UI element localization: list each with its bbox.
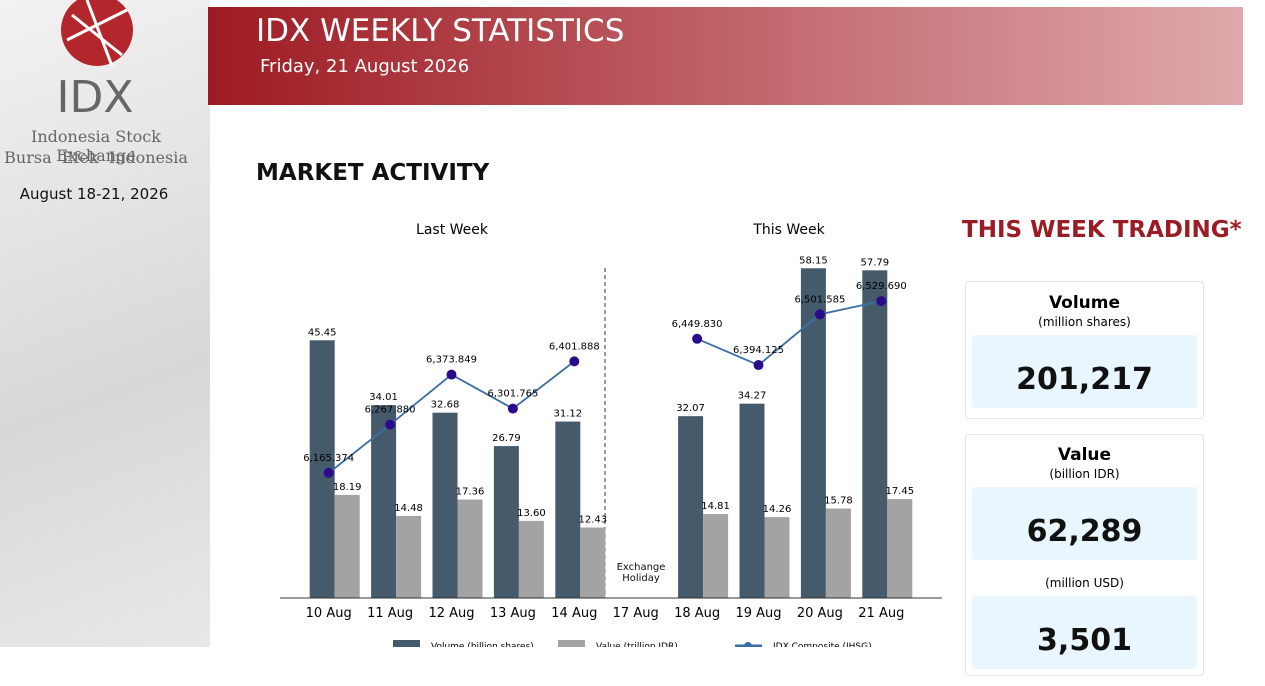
legend-label: Value (trillion IDR) [596, 642, 678, 647]
bar [887, 499, 913, 598]
section-title: MARKET ACTIVITY [256, 160, 490, 186]
date: Friday, 21 August 2026 [260, 56, 470, 77]
bar-label: 14.81 [701, 501, 730, 512]
bar [703, 514, 729, 598]
bar [800, 268, 826, 598]
bar [764, 517, 790, 598]
exchange-local-name: Bursa Efek Indonesia [4, 148, 188, 167]
header: IDX WEEKLY STATISTICS Friday, 21 August … [208, 7, 1243, 105]
card-label: Value [1057, 445, 1112, 465]
bar-label: 17.45 [885, 486, 914, 497]
composite-label: 6,267.880 [365, 405, 416, 416]
bar-label: 34.01 [369, 392, 398, 403]
bar-label: 32.07 [676, 403, 705, 414]
card-value: 3,501 [972, 596, 1197, 669]
holiday-note: Exchange Holiday [616, 562, 666, 584]
composite-point [385, 419, 396, 430]
card-label: Volume [1048, 293, 1121, 313]
bar [518, 520, 544, 598]
composite-label: 6,401.888 [549, 341, 600, 352]
bar [371, 405, 397, 598]
bar-label: 14.48 [394, 503, 423, 514]
card-value: 201,217 [972, 335, 1197, 408]
card-unit: (billion IDR) [1049, 467, 1120, 481]
bar [825, 508, 851, 598]
bar [862, 270, 888, 598]
composite-point [692, 333, 703, 344]
composite-label: 6,449.830 [672, 319, 723, 330]
composite-label: 6,301.765 [487, 389, 538, 400]
logo-mark [61, 0, 133, 67]
legend-swatch [558, 640, 585, 647]
composite-label: 6,501.585 [794, 294, 845, 305]
bar-label: 58.15 [799, 255, 828, 266]
composite-point [876, 296, 887, 307]
bar-label: 32.68 [431, 400, 460, 411]
legend-label: IDX Composite (IHSG) [773, 642, 872, 647]
bar [739, 403, 765, 598]
bar-label: 57.79 [860, 257, 889, 268]
bar [678, 416, 704, 598]
composite-line [696, 300, 882, 367]
bar [457, 499, 483, 598]
bar [396, 515, 422, 598]
x-tick-label: 21 Aug [858, 606, 904, 621]
chart: Last Week This Week 45.45 34.01 32.68 26.79 31… [280, 222, 942, 647]
composite-point [446, 369, 457, 380]
legend-label: Volume (billion shares) [431, 642, 534, 647]
bar-label: 45.45 [308, 327, 337, 338]
composite-point [507, 403, 518, 414]
bar-label: 17.36 [456, 487, 485, 498]
x-tick-label: 13 Aug [490, 606, 536, 621]
legend-swatch [744, 642, 752, 647]
card-value: 62,289 [972, 487, 1197, 560]
bar-label: 13.60 [517, 508, 546, 519]
composite-label: 6,394.125 [733, 345, 784, 356]
bar-label: 15.78 [824, 496, 853, 507]
x-tick-label: 11 Aug [367, 606, 413, 621]
bar [432, 412, 458, 598]
logo-text: IDX [56, 72, 134, 123]
period: August 18-21, 2026 [19, 185, 169, 203]
x-tick-label: 18 Aug [674, 606, 720, 621]
x-tick-label: 12 Aug [428, 606, 474, 621]
card-unit: (million shares) [1038, 315, 1131, 329]
x-tick-label: 17 Aug [613, 606, 659, 621]
bar-label: 14.26 [763, 504, 792, 515]
bar [580, 527, 606, 598]
x-tick-label: 10 Aug [306, 606, 352, 621]
title: IDX WEEKLY STATISTICS [256, 13, 625, 49]
x-tick-label: 20 Aug [797, 606, 843, 621]
x-tick-label: 19 Aug [735, 606, 781, 621]
card-unit: (million USD) [1045, 576, 1124, 590]
bar-label: 34.27 [738, 391, 767, 402]
bar-label: 31.12 [553, 409, 582, 420]
trading-title: THIS WEEK TRADING* [962, 217, 1242, 243]
composite-point [569, 356, 580, 367]
bar-label: 18.19 [333, 482, 362, 493]
bar [555, 421, 581, 598]
composite-label: 6,373.849 [426, 355, 477, 366]
composite-point [814, 309, 825, 320]
exchange-name: Indonesia Stock Exchange [31, 127, 161, 165]
group-label: Last Week [416, 222, 489, 238]
x-tick-label: 14 Aug [551, 606, 597, 621]
bar [334, 494, 360, 598]
bar-label: 26.79 [492, 433, 521, 444]
sidebar: IDX Indonesia Stock Exchange Bursa Efek … [0, 0, 210, 647]
composite-label: 6,165.374 [303, 453, 354, 464]
value-card: Value (billion IDR) 62,289 (million USD)… [965, 434, 1204, 676]
page: IDX Indonesia Stock Exchange Bursa Efek … [0, 0, 1243, 676]
legend-swatch [393, 640, 420, 647]
composite-point [753, 360, 764, 371]
composite-label: 6,529.690 [856, 281, 907, 292]
group-label: This Week [752, 222, 825, 238]
bar [493, 446, 519, 598]
volume-card: Volume (million shares) 201,217 [965, 281, 1204, 419]
bar-label: 12.43 [578, 515, 607, 526]
composite-point [323, 467, 334, 478]
